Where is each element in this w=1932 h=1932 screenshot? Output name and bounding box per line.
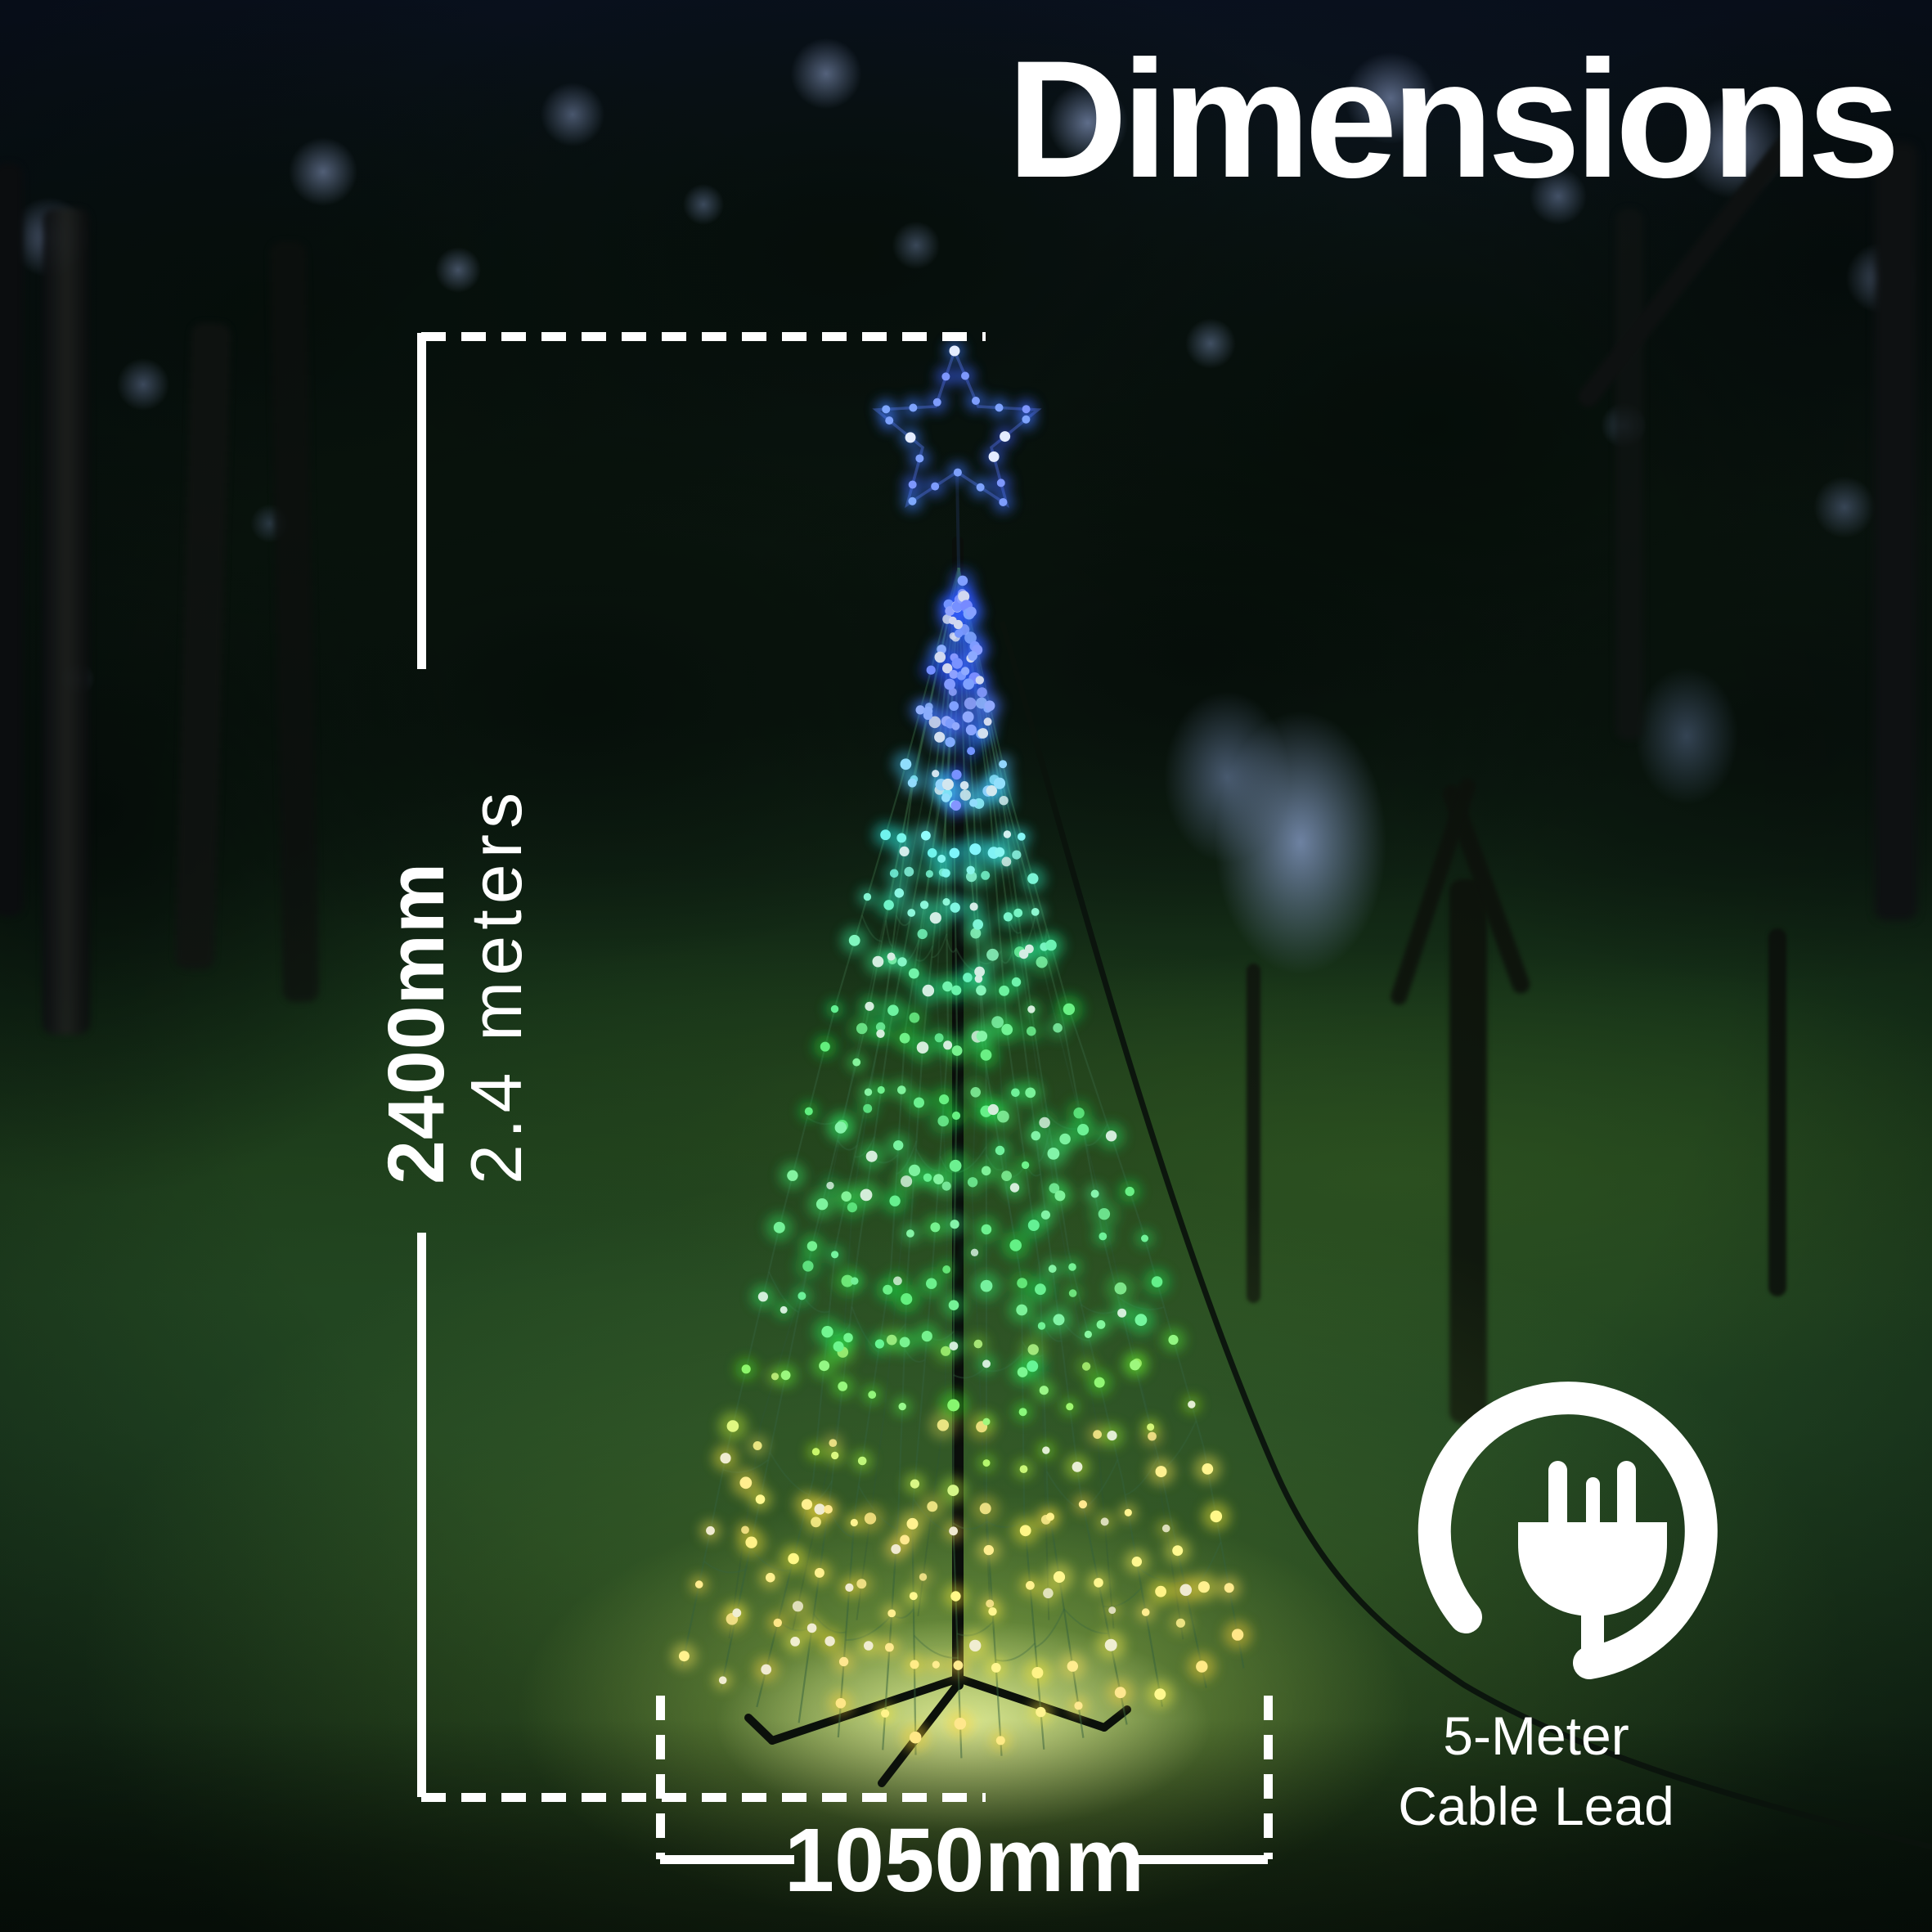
height-dimension-label: 2400mm 2.4 meters: [371, 786, 537, 1184]
led-lights-layer: [678, 345, 1244, 1746]
width-dimension-lead-line: [1134, 1855, 1268, 1864]
height-value-meters: 2.4 meters: [455, 786, 537, 1184]
width-dimension-line-left: [656, 1696, 665, 1859]
cable-length-line1: 5-Meter: [1443, 1705, 1629, 1766]
page-title: Dimensions: [1007, 26, 1900, 213]
tree-base-tripod: [744, 1674, 1131, 1787]
width-dimension-line-right: [1264, 1696, 1273, 1859]
height-value-mm: 2400mm: [371, 861, 461, 1184]
height-dimension-line: [417, 1233, 426, 1797]
width-dimension-lead-line: [660, 1855, 794, 1864]
height-dimension-line: [417, 333, 426, 669]
cable-length-label: 5-Meter Cable Lead: [1307, 1701, 1765, 1842]
height-dimension-top-reference-line: [421, 332, 986, 341]
power-plug-icon: [1418, 1382, 1718, 1679]
tree-topper-star: [872, 347, 1042, 568]
cable-length-line2: Cable Lead: [1398, 1775, 1674, 1836]
power-cable: [999, 621, 1932, 1850]
height-dimension-bottom-reference-line: [421, 1793, 986, 1802]
width-dimension-label: 1050mm: [784, 1809, 1145, 1911]
